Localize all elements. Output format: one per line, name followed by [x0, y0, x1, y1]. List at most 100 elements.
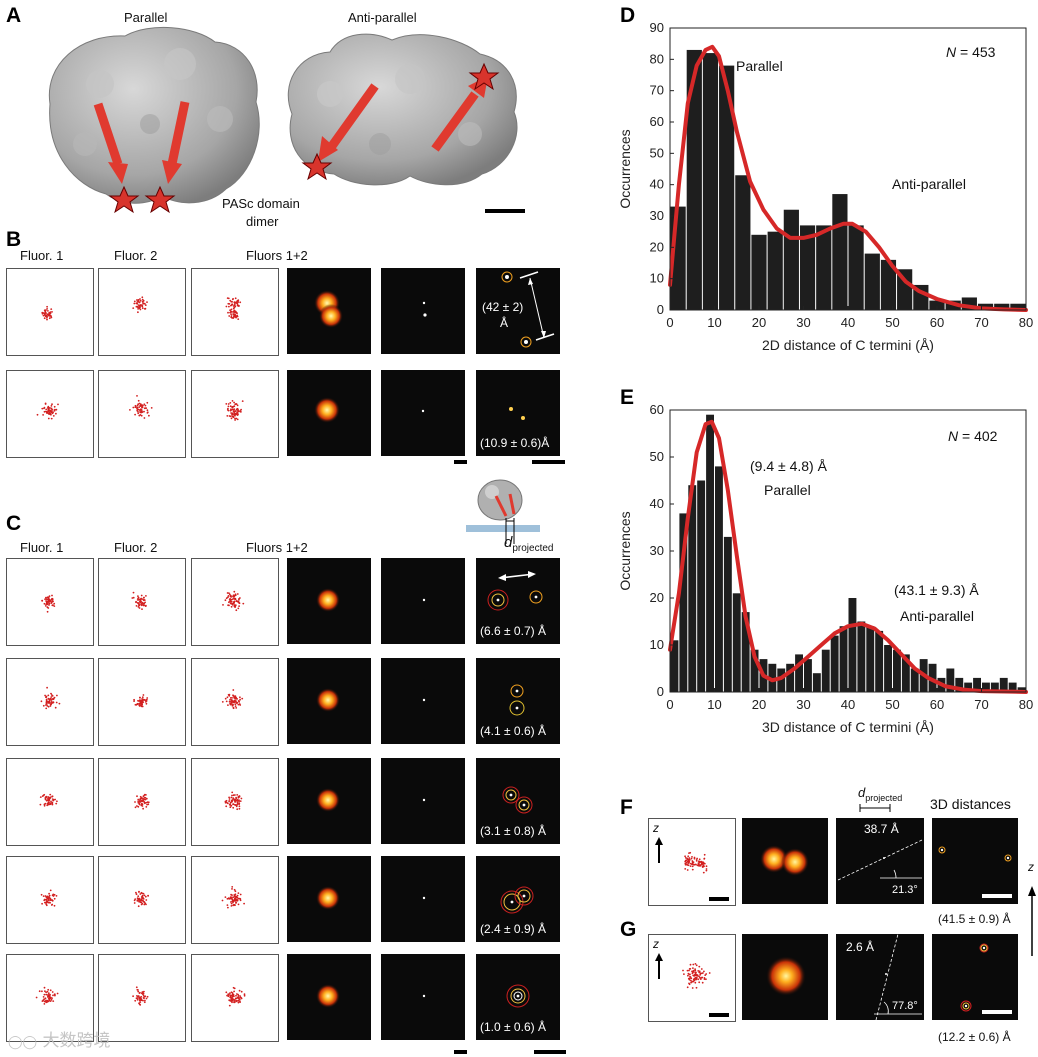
panel-f-d-projected-label: dprojected — [858, 784, 902, 803]
panel-a-letter: A — [6, 4, 22, 27]
panel-b-row1-heatmap — [287, 268, 371, 354]
panel-c-distance-view: (4.1 ± 0.6) Å — [476, 658, 560, 744]
panel-e-n-symbol: N — [948, 428, 959, 444]
y-axis-label: Occurrences — [617, 129, 633, 208]
projection-schematic-icon — [466, 479, 540, 544]
x-tick-label: 20 — [752, 697, 766, 712]
panel-e-parallel-value: (9.4 ± 4.8) Å — [750, 458, 827, 474]
x-tick-label: 0 — [666, 697, 673, 712]
y-tick-label: 80 — [650, 51, 664, 66]
panel-g-distance-3d: (12.2 ± 0.6) Å — [938, 1030, 1011, 1044]
panel-c-fluor1-scatter — [6, 558, 94, 646]
panel-f-scatter: z — [648, 818, 736, 906]
panel-c-d-symbol: d — [504, 534, 513, 551]
histogram-bar — [832, 194, 848, 310]
x-tick-label: 10 — [707, 315, 721, 330]
panel-b-row1-fluor2-scatter — [98, 268, 186, 356]
histogram-bar — [777, 668, 786, 692]
histogram-bar — [848, 225, 864, 310]
panel-b-row2-distance: (10.9 ± 0.6)Å — [480, 436, 550, 450]
panel-c-fluor1-scatter — [6, 856, 94, 944]
parallel-arrows-icon — [93, 101, 190, 184]
panel-e-n-value: = 402 — [958, 428, 998, 444]
panel-c-d-projected-label: dprojected — [504, 534, 553, 554]
panel-b-col-fluors12: Fluors 1+2 — [246, 248, 308, 263]
panel-d-letter: D — [620, 4, 636, 27]
panel-c-fluors12-scatter — [191, 954, 279, 1042]
histogram-bar — [982, 682, 990, 692]
histogram-bar — [741, 612, 750, 692]
panel-b-row1-distance-view: (42 ± 2) Å — [476, 268, 560, 354]
histogram-bar — [767, 231, 783, 310]
panel-c-heatmap — [287, 558, 371, 644]
histogram-bar — [994, 303, 1010, 310]
panel-c-distance-view: (6.6 ± 0.7) Å — [476, 558, 560, 644]
y-axis-label: Occurrences — [617, 511, 633, 590]
x-tick-label: 50 — [885, 697, 899, 712]
panel-c-fluors12-scatter — [191, 758, 279, 846]
y-tick-label: 30 — [650, 208, 664, 223]
fit-curve-line — [668, 419, 1028, 694]
panel-d-n-symbol: N — [946, 44, 957, 60]
histogram-bar — [893, 649, 901, 692]
dimer-label: dimer — [246, 214, 279, 229]
panel-c-distance: (2.4 ± 0.9) Å — [480, 922, 546, 936]
histogram-bar — [799, 225, 816, 310]
histogram-bar — [679, 513, 688, 692]
histogram-bar — [946, 668, 955, 692]
panel-e-parallel-label: Parallel — [764, 482, 811, 498]
panel-b-row2-fluor2-scatter — [98, 370, 186, 458]
panel-c-distance: (1.0 ± 0.6) Å — [480, 1020, 546, 1034]
histogram-bar — [783, 209, 799, 310]
panel-c-localization — [381, 856, 465, 942]
histogram-bar — [990, 682, 999, 692]
panel-c-heatmap — [287, 758, 371, 844]
panel-c-col-fluors12: Fluors 1+2 — [246, 540, 308, 555]
histogram-bar — [702, 53, 719, 311]
panel-g-heatmap — [742, 934, 828, 1020]
pasc-dimer-structures — [48, 26, 518, 214]
panel-f-d-projected-bracket-icon — [859, 804, 891, 812]
panel-b-scale-bar-right — [532, 460, 565, 464]
pasc-domain-label: PASc domain — [222, 196, 300, 211]
panel-c-heatmap — [287, 954, 371, 1040]
y-tick-label: 0 — [657, 684, 664, 699]
panel-c-heatmap — [287, 856, 371, 942]
parallel-dimer-surface — [48, 26, 260, 204]
panel-c-localization — [381, 558, 465, 644]
histogram-bar — [999, 677, 1008, 692]
x-tick-label: 70 — [974, 697, 988, 712]
histogram-bar — [884, 645, 892, 692]
panel-b-row2-distance-view: (10.9 ± 0.6)Å — [476, 370, 560, 456]
histogram-bar — [929, 300, 945, 310]
panel-d-histogram: 0 10 20 30 40 50 60 70 80 0 10 20 30 40 50 60 70 80 90 2D d… — [617, 20, 1033, 353]
panel-b-row1-distance-value: (42 ± 2) — [482, 300, 524, 314]
side-z-axis-arrow-icon — [1028, 886, 1036, 956]
histogram-bar — [732, 593, 741, 692]
x-tick-label: 60 — [930, 697, 944, 712]
panel-c-fluors12-scatter — [191, 558, 279, 646]
panel-e-letter: E — [620, 386, 635, 409]
parallel-structure-label: Parallel — [124, 10, 168, 25]
histogram-bar — [864, 253, 880, 310]
x-tick-label: 0 — [666, 315, 673, 330]
histogram-bar — [816, 225, 832, 310]
panel-g-projection: 2.6 Å 77.8° — [836, 934, 924, 1020]
histogram-bar — [751, 234, 767, 310]
histogram-bar — [735, 175, 751, 310]
histogram-bar — [897, 269, 913, 310]
panel-c-fluor1-scatter — [6, 658, 94, 746]
panel-c-fluor1-scatter — [6, 758, 94, 846]
histogram-bar — [830, 635, 839, 692]
panel-c-fluors12-scatter — [191, 856, 279, 944]
panel-c-fluor2-scatter — [98, 856, 186, 944]
panel-c-fluor1-scatter — [6, 954, 94, 1042]
histogram-bar — [812, 673, 821, 692]
panel-f-distance-3d: (41.5 ± 0.9) Å — [938, 912, 1011, 926]
x-tick-label: 80 — [1019, 315, 1033, 330]
parallel-c-termini-stars-icon — [108, 185, 176, 214]
histogram-bar — [686, 49, 702, 310]
histogram-bar — [848, 598, 857, 692]
panel-c-d-subscript: projected — [512, 543, 554, 555]
antiparallel-c-termini-stars-icon — [301, 62, 500, 181]
